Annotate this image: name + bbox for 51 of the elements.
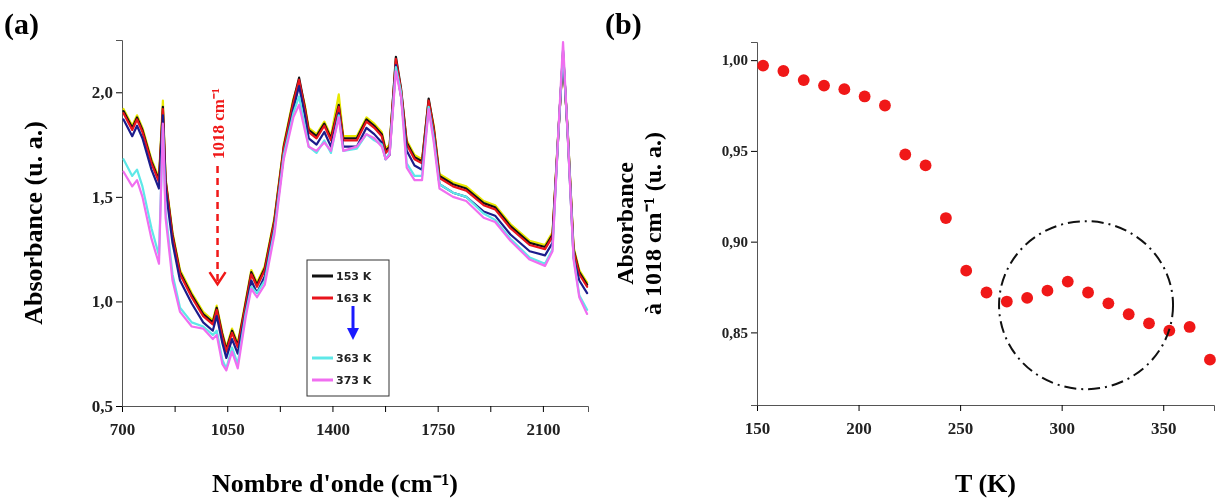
point <box>1204 353 1216 366</box>
x-tick-label: 2100 <box>526 420 561 440</box>
x-tick-label: 200 <box>846 419 872 439</box>
y-tick-label: 0,85 <box>721 324 748 341</box>
point <box>1183 321 1196 333</box>
point <box>1021 292 1034 304</box>
point <box>757 59 770 72</box>
point <box>1061 275 1074 288</box>
y-axis-title: Absorbance à 1018 cm⁻¹ (u. a.) <box>612 131 666 316</box>
point <box>838 83 851 96</box>
legend-label: 373 K <box>336 374 372 387</box>
y-axis-title: Absorbance (u. a.) <box>19 121 48 325</box>
x-tick-label: 1050 <box>210 420 245 440</box>
legend-label: 153 K <box>336 270 372 283</box>
x-tick-label: 700 <box>109 420 136 440</box>
point <box>879 99 891 112</box>
x-tick-label: 300 <box>1049 419 1075 439</box>
annotation: 1018 cm⁻¹ <box>208 88 228 160</box>
point <box>1143 317 1155 330</box>
point <box>1082 286 1094 299</box>
y-tick-label: 2,0 <box>91 83 113 103</box>
point <box>1000 295 1013 308</box>
legend-label: 163 K <box>336 292 372 305</box>
chart-title: (a) <box>4 7 39 41</box>
y-tick-label: 1,5 <box>91 187 113 207</box>
point <box>919 159 932 172</box>
y-tick-label: 0,90 <box>721 233 748 250</box>
point <box>1122 308 1135 321</box>
chart-title: (b) <box>605 7 642 41</box>
x-tick-label: 1750 <box>421 420 456 440</box>
x-tick-label: 250 <box>947 419 974 439</box>
y-tick-label: 1,0 <box>91 292 113 312</box>
point <box>818 79 830 92</box>
point <box>980 286 993 299</box>
legend-label: 363 K <box>336 352 372 365</box>
point <box>1041 284 1054 297</box>
x-axis-title: Nombre d'onde (cm⁻¹) <box>212 469 458 498</box>
point <box>777 65 790 77</box>
y-tick-label: 0,5 <box>91 396 113 416</box>
point <box>899 148 912 161</box>
point <box>960 264 973 277</box>
x-tick-label: 150 <box>744 419 771 439</box>
y-tick-label: 1,00 <box>721 52 748 69</box>
point <box>1102 297 1115 310</box>
point <box>939 212 952 224</box>
point <box>858 90 871 103</box>
y-tick-label: 0,95 <box>721 143 748 160</box>
x-axis-title: T (K) <box>955 469 1016 498</box>
x-tick-label: 350 <box>1150 419 1177 439</box>
x-tick-label: 1400 <box>315 420 350 440</box>
point <box>797 74 810 87</box>
